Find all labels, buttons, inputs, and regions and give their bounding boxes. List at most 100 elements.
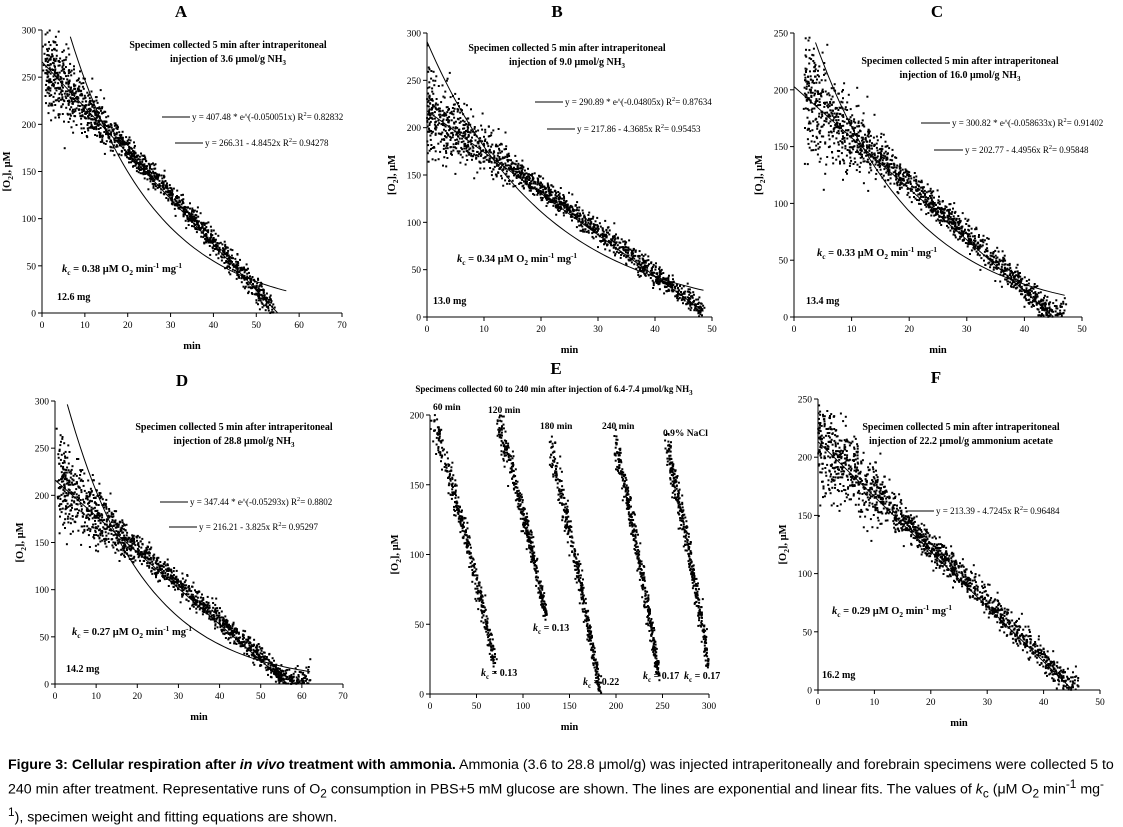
data-point <box>488 150 490 152</box>
data-point <box>488 125 490 127</box>
data-point <box>446 145 448 147</box>
data-point <box>526 178 528 180</box>
data-point <box>180 601 182 603</box>
data-point <box>818 113 820 115</box>
data-point <box>67 100 69 102</box>
data-point <box>851 114 853 116</box>
data-point <box>142 172 144 174</box>
data-point <box>491 162 493 164</box>
data-point <box>456 139 458 141</box>
data-point <box>813 108 815 110</box>
data-point <box>459 112 461 114</box>
data-point <box>580 230 582 232</box>
data-point <box>879 148 881 150</box>
data-point <box>667 278 669 280</box>
data-point <box>882 159 884 161</box>
data-point <box>823 124 825 126</box>
data-point <box>71 482 73 484</box>
data-point <box>1028 283 1030 285</box>
data-point <box>613 235 615 237</box>
data-point <box>684 291 686 293</box>
data-point <box>516 168 518 170</box>
data-point <box>464 131 466 133</box>
data-point <box>815 98 817 100</box>
data-point <box>465 164 467 166</box>
data-point <box>559 197 561 199</box>
data-point <box>95 126 97 128</box>
data-point <box>823 189 825 191</box>
data-point <box>522 185 524 187</box>
data-point <box>88 127 90 129</box>
data-point <box>909 180 911 182</box>
data-point <box>814 76 816 78</box>
data-point <box>55 36 57 38</box>
data-point <box>838 130 840 132</box>
data-point <box>120 134 122 136</box>
data-point <box>825 73 827 75</box>
data-point <box>606 229 608 231</box>
data-point <box>479 161 481 163</box>
data-point <box>447 135 449 137</box>
data-point <box>890 163 892 165</box>
y-tick-label: 100 <box>407 219 422 229</box>
data-point <box>849 143 851 145</box>
data-point <box>68 121 70 123</box>
data-point <box>61 94 63 96</box>
data-point <box>809 37 811 39</box>
data-point <box>576 207 578 209</box>
data-point <box>462 120 464 122</box>
data-point <box>431 132 433 134</box>
data-point <box>820 158 822 160</box>
data-point <box>843 162 845 164</box>
data-point <box>858 105 860 107</box>
data-point <box>841 130 843 132</box>
data-point <box>146 178 148 180</box>
data-point <box>980 257 982 259</box>
data-point <box>478 143 480 145</box>
data-point <box>822 89 824 91</box>
data-point <box>606 236 608 238</box>
data-point <box>522 176 524 178</box>
data-point <box>613 222 615 224</box>
data-point <box>688 294 690 296</box>
data-point <box>510 167 512 169</box>
data-point <box>115 146 117 148</box>
data-point <box>429 68 431 70</box>
data-point <box>1025 299 1027 301</box>
data-point <box>844 121 846 123</box>
data-point <box>807 163 809 165</box>
data-point <box>698 315 700 317</box>
data-point <box>139 161 141 163</box>
data-point <box>834 113 836 115</box>
data-point <box>925 213 927 215</box>
data-point <box>859 171 861 173</box>
data-point <box>243 267 245 269</box>
data-point <box>464 143 466 145</box>
y-tick-label: 200 <box>774 86 789 96</box>
data-point <box>668 289 670 291</box>
data-point <box>433 84 435 86</box>
data-point <box>631 251 633 253</box>
data-point <box>236 278 238 280</box>
data-point <box>1034 283 1036 285</box>
data-point <box>530 190 532 192</box>
data-point <box>603 233 605 235</box>
data-point <box>477 151 479 153</box>
data-point <box>578 218 580 220</box>
data-point <box>842 137 844 139</box>
data-point <box>138 556 140 558</box>
data-point <box>453 117 455 119</box>
data-point <box>154 172 156 174</box>
data-point <box>845 129 847 131</box>
data-point <box>230 249 232 251</box>
x-tick-label: 70 <box>337 321 347 331</box>
data-point <box>197 216 199 218</box>
data-point <box>626 252 628 254</box>
data-point <box>593 226 595 228</box>
data-point <box>596 217 598 219</box>
data-point <box>806 100 808 102</box>
data-point <box>824 102 826 104</box>
y-tick-label: 50 <box>779 257 789 267</box>
data-point <box>452 127 454 129</box>
